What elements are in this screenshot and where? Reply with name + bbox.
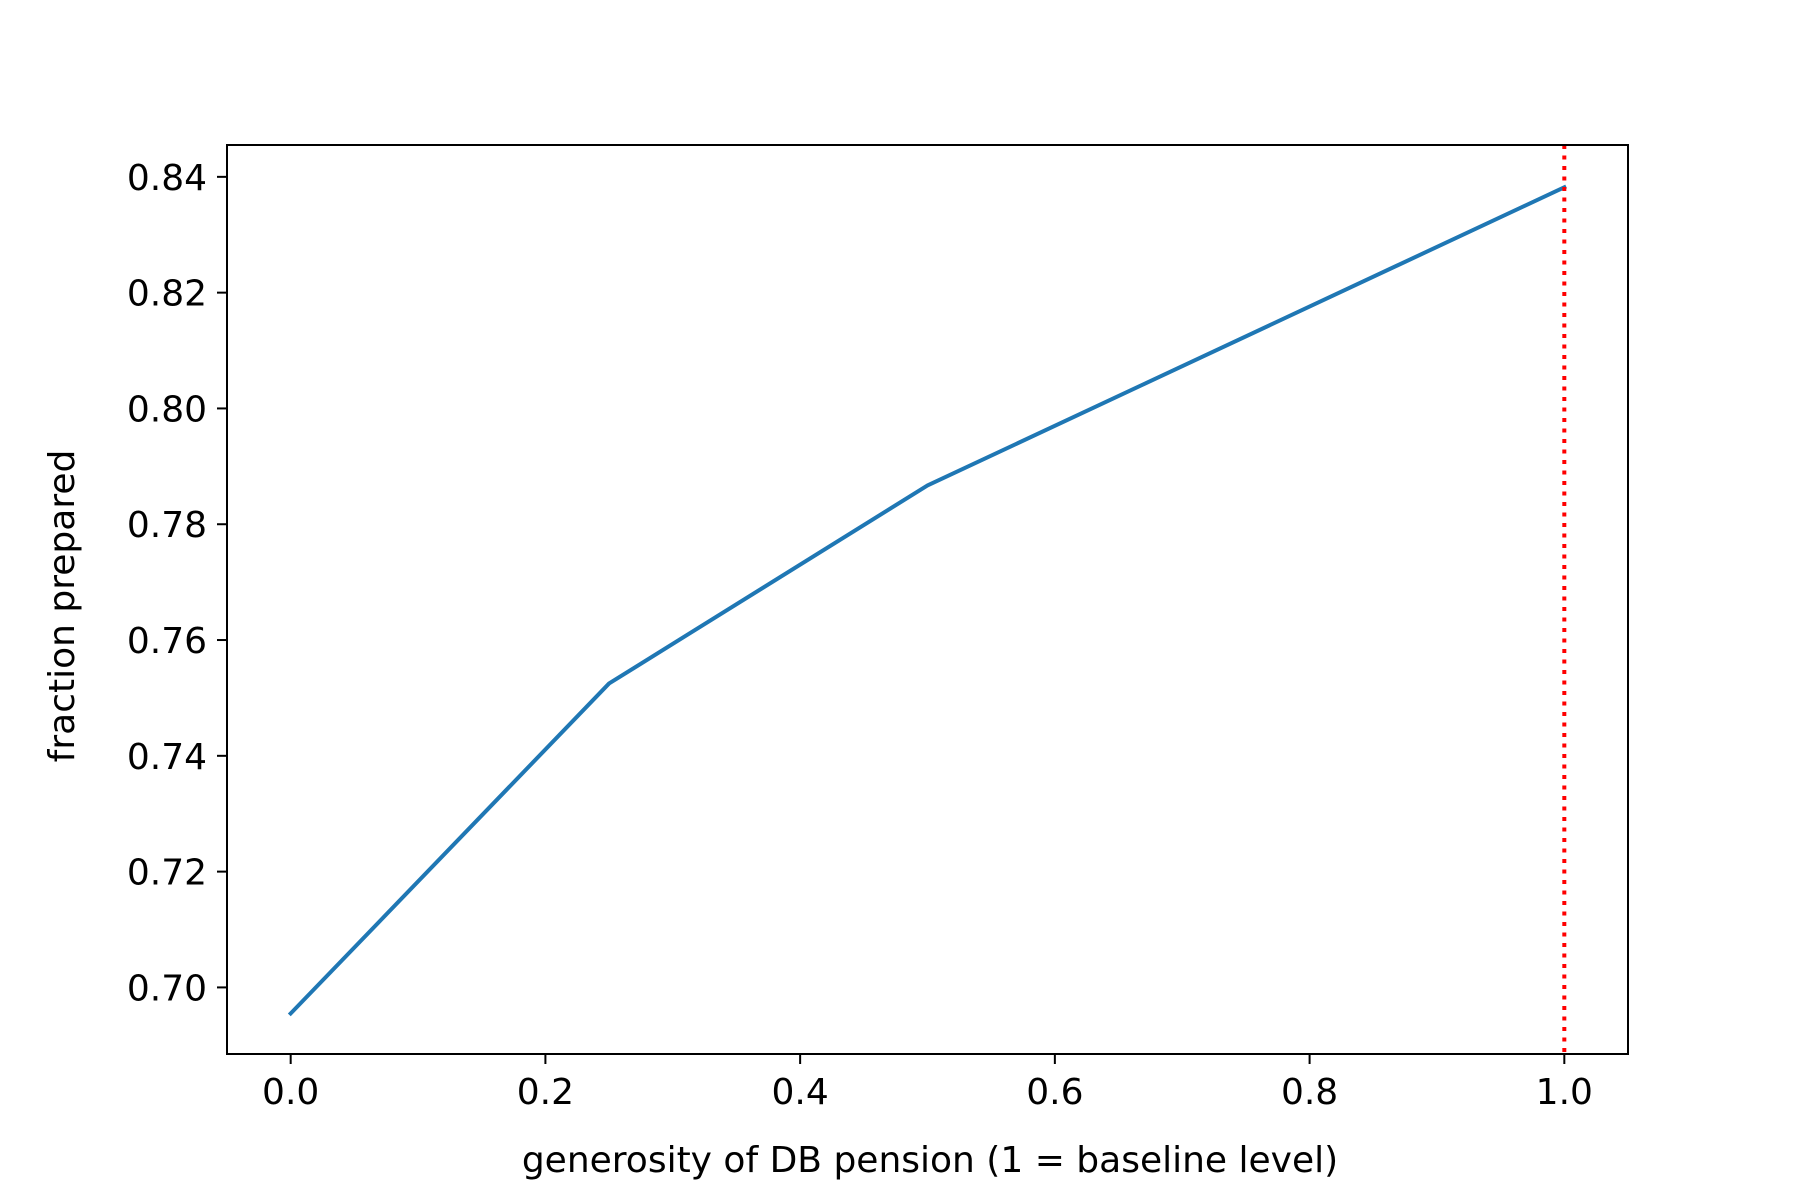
y-tick-label-5: 0.78 bbox=[127, 505, 207, 546]
y-axis-label: fraction prepared bbox=[42, 450, 83, 763]
x-tick-label-3: 0.4 bbox=[772, 1072, 829, 1113]
x-tick-label-5: 0.8 bbox=[1281, 1072, 1338, 1113]
y-tick-label-3: 0.74 bbox=[127, 737, 207, 778]
x-tick-label-2: 0.2 bbox=[517, 1072, 574, 1113]
x-axis-label: generosity of DB pension (1 = baseline l… bbox=[522, 1140, 1338, 1181]
x-tick-label-1: 0.0 bbox=[262, 1072, 319, 1113]
y-tick-label-4: 0.76 bbox=[127, 621, 207, 662]
series-line-1 bbox=[287, 184, 1567, 1017]
plot-area bbox=[226, 144, 1629, 1055]
y-tick-label-7: 0.82 bbox=[127, 274, 207, 315]
y-tick-label-8: 0.84 bbox=[127, 158, 207, 199]
y-axis: 0.70 0.72 0.74 0.76 0.78 0.80 0.82 0.84 bbox=[127, 158, 227, 1009]
y-tick-label-6: 0.80 bbox=[127, 389, 207, 430]
axes-frame bbox=[226, 144, 1629, 1055]
x-axis: 0.0 0.2 0.4 0.6 0.8 1.0 bbox=[262, 1054, 1593, 1113]
y-tick-label-2: 0.72 bbox=[127, 853, 207, 894]
y-tick-label-1: 0.70 bbox=[127, 968, 207, 1009]
x-tick-label-4: 0.6 bbox=[1026, 1072, 1083, 1113]
x-tick-label-6: 1.0 bbox=[1536, 1072, 1593, 1113]
